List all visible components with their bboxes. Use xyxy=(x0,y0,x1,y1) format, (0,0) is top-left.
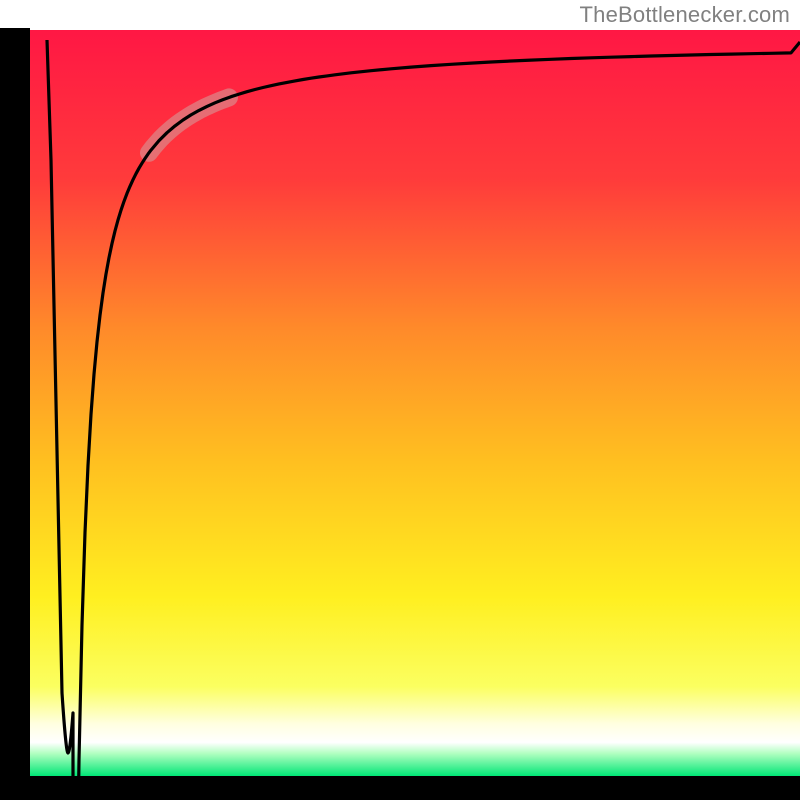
heat-gradient-bg xyxy=(30,30,800,776)
attribution-link[interactable]: TheBottlenecker.com xyxy=(580,2,790,28)
chart-svg xyxy=(0,0,800,800)
frame-left xyxy=(0,28,30,800)
bottleneck-chart: TheBottlenecker.com xyxy=(0,0,800,800)
frame-bottom xyxy=(0,776,800,800)
